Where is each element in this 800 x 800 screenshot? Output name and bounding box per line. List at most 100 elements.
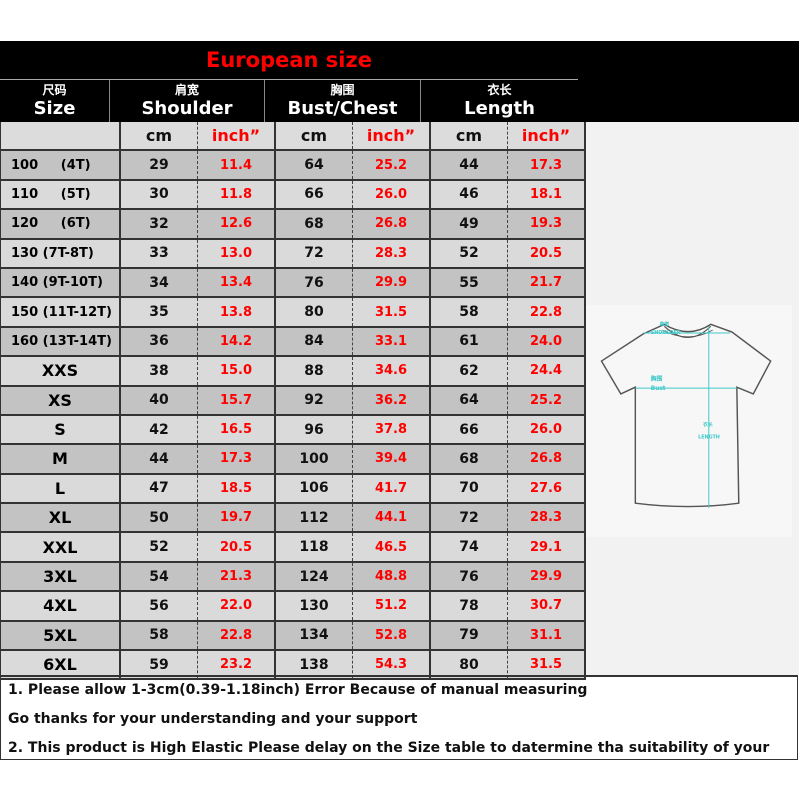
bust-cm: 112 [275, 503, 353, 534]
table-row: 160 (13T-14T) 36 14.2 84 33.1 61 24.0 [0, 326, 586, 358]
shoulder-cm: 29 [120, 150, 198, 181]
bust-cm: 72 [275, 238, 353, 269]
table-row: 130 (7T-8T) 33 13.0 72 28.3 52 20.5 [0, 238, 586, 269]
table-row: 100 (4T) 29 11.4 64 25.2 44 17.3 [0, 150, 586, 181]
tshirt-diagram: 肩宽 SHOULDER 胸围 Bust 衣长 LENGTH [585, 305, 792, 537]
length-cm: 49 [430, 209, 508, 240]
header-length: 衣长 Length [421, 80, 578, 122]
header-length-zh: 衣长 [487, 83, 512, 97]
bust-inch: 33.1 [352, 326, 431, 358]
shoulder-inch: 11.4 [197, 150, 276, 181]
bust-inch: 44.1 [352, 503, 431, 534]
size-cell: 3XL [0, 561, 121, 593]
header-bust-en: Bust/Chest [287, 98, 398, 119]
table-row: L 47 18.5 106 41.7 70 27.6 [0, 473, 586, 505]
size-cell: 130 (7T-8T) [0, 238, 121, 269]
bust-inch: 52.8 [352, 620, 431, 652]
bust-inch: 39.4 [352, 444, 431, 475]
bust-inch: 48.8 [352, 561, 431, 593]
size-cell: 140 (9T-10T) [0, 267, 121, 299]
length-inch: 29.1 [507, 532, 586, 563]
length-cm: 66 [430, 414, 508, 446]
length-inch: 17.3 [507, 150, 586, 181]
size-cell: 6XL [0, 650, 121, 681]
table-row: 140 (9T-10T) 34 13.4 76 29.9 55 21.7 [0, 267, 586, 299]
diagram-length-zh: 衣长 [703, 421, 713, 428]
shoulder-inch: 22.0 [197, 591, 276, 622]
bust-cm: 88 [275, 356, 353, 387]
shoulder-inch: 13.0 [197, 238, 276, 269]
note-line: Go thanks for your understanding and you… [8, 711, 418, 727]
size-cell: 150 (11T-12T) [0, 297, 121, 328]
table-row: XXL 52 20.5 118 46.5 74 29.1 [0, 532, 586, 563]
bust-inch: 31.5 [352, 297, 431, 328]
unit-inch: inch” [507, 122, 586, 152]
bust-cm: 76 [275, 267, 353, 299]
size-cell: 110 (5T) [0, 179, 121, 211]
length-cm: 74 [430, 532, 508, 563]
header-size-en: Size [33, 98, 76, 119]
length-inch: 20.5 [507, 238, 586, 269]
length-inch: 27.6 [507, 473, 586, 505]
bust-cm: 92 [275, 385, 353, 416]
length-cm: 46 [430, 179, 508, 211]
shoulder-cm: 30 [120, 179, 198, 211]
shoulder-cm: 50 [120, 503, 198, 534]
shoulder-inch: 16.5 [197, 414, 276, 446]
notes-box: 1. Please allow 1-3cm(0.39-1.18inch) Err… [0, 675, 798, 760]
unit-inch: inch” [197, 122, 276, 152]
bust-cm: 80 [275, 297, 353, 328]
shoulder-inch: 22.8 [197, 620, 276, 652]
table-row: S 42 16.5 96 37.8 66 26.0 [0, 414, 586, 446]
bust-inch: 26.0 [352, 179, 431, 211]
bust-cm: 118 [275, 532, 353, 563]
table-row: 3XL 54 21.3 124 48.8 76 29.9 [0, 561, 586, 593]
length-cm: 76 [430, 561, 508, 593]
size-table: cm inch” cm inch” cm inch” 100 (4T) 29 11.… [0, 122, 586, 681]
header-length-en: Length [464, 98, 535, 119]
length-cm: 64 [430, 385, 508, 416]
length-inch: 19.3 [507, 209, 586, 240]
bust-inch: 37.8 [352, 414, 431, 446]
bust-cm: 64 [275, 150, 353, 181]
length-inch: 24.0 [507, 326, 586, 358]
bust-cm: 134 [275, 620, 353, 652]
shoulder-inch: 17.3 [197, 444, 276, 475]
length-cm: 70 [430, 473, 508, 505]
bust-inch: 41.7 [352, 473, 431, 505]
length-cm: 55 [430, 267, 508, 299]
length-inch: 30.7 [507, 591, 586, 622]
header-bust-zh: 胸围 [330, 83, 355, 97]
chart-title: European size [0, 41, 578, 80]
diagram-bust-en: Bust [651, 386, 666, 392]
length-cm: 61 [430, 326, 508, 358]
length-inch: 18.1 [507, 179, 586, 211]
table-row: M 44 17.3 100 39.4 68 26.8 [0, 444, 586, 475]
length-cm: 52 [430, 238, 508, 269]
bust-inch: 29.9 [352, 267, 431, 299]
header-shoulder-en: Shoulder [141, 98, 233, 119]
size-cell: XXL [0, 532, 121, 563]
shoulder-cm: 40 [120, 385, 198, 416]
length-inch: 26.8 [507, 444, 586, 475]
length-cm: 79 [430, 620, 508, 652]
size-cell: S [0, 414, 121, 446]
unit-cm: cm [120, 122, 198, 152]
length-cm: 62 [430, 356, 508, 387]
units-row: cm inch” cm inch” cm inch” [0, 122, 586, 152]
shoulder-cm: 36 [120, 326, 198, 358]
shoulder-cm: 47 [120, 473, 198, 505]
table-row: 4XL 56 22.0 130 51.2 78 30.7 [0, 591, 586, 622]
unit-cm: cm [275, 122, 353, 152]
table-row: 5XL 58 22.8 134 52.8 79 31.1 [0, 620, 586, 652]
length-inch: 21.7 [507, 267, 586, 299]
diagram-length-en: LENGTH [698, 434, 720, 440]
bust-inch: 46.5 [352, 532, 431, 563]
length-inch: 26.0 [507, 414, 586, 446]
unit-cm: cm [430, 122, 508, 152]
units-size-cell [0, 122, 121, 152]
table-row: 150 (11T-12T) 35 13.8 80 31.5 58 22.8 [0, 297, 586, 328]
size-cell: XL [0, 503, 121, 534]
length-inch: 22.8 [507, 297, 586, 328]
length-inch: 31.1 [507, 620, 586, 652]
